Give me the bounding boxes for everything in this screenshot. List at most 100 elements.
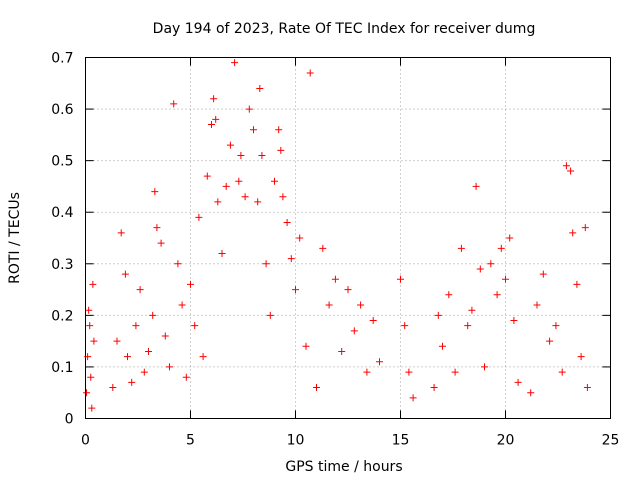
- data-point: [145, 347, 152, 355]
- data-point: [199, 353, 207, 361]
- data-point: [476, 265, 484, 273]
- data-point: [493, 291, 501, 299]
- x-axis: 0 5 10 15 20 25: [81, 57, 620, 449]
- x-tick-label: 15: [392, 433, 410, 449]
- data-point: [506, 234, 514, 242]
- data-point: [83, 389, 91, 397]
- data-point: [331, 275, 339, 283]
- data-point: [376, 358, 383, 366]
- data-point: [325, 301, 333, 309]
- data-point: [306, 69, 314, 77]
- data-point: [117, 229, 125, 237]
- x-tick-label: 25: [602, 433, 620, 449]
- y-tick-label: 0.3: [51, 257, 73, 273]
- data-point: [170, 100, 178, 108]
- data-point: [468, 306, 476, 314]
- y-tick-label: 0.2: [51, 308, 73, 324]
- y-tick-label: 0.4: [51, 205, 73, 221]
- data-point: [539, 270, 547, 278]
- data-point: [527, 389, 535, 397]
- y-tick-label: 0: [65, 412, 74, 428]
- data-point: [245, 105, 253, 113]
- data-point: [128, 378, 136, 386]
- data-point: [277, 146, 285, 154]
- data-point: [319, 244, 327, 252]
- data-point: [296, 234, 304, 242]
- data-point: [567, 167, 575, 175]
- data-point: [275, 126, 283, 134]
- y-tick-label: 0.1: [51, 360, 73, 376]
- data-point: [338, 347, 346, 355]
- data-point: [562, 162, 570, 170]
- data-point: [487, 260, 495, 268]
- data-point: [88, 404, 96, 412]
- x-tick-label: 5: [186, 433, 195, 449]
- data-point: [212, 115, 220, 123]
- data-point: [218, 249, 226, 257]
- data-point: [344, 286, 352, 294]
- data-point: [292, 286, 299, 294]
- data-point: [195, 213, 203, 221]
- data-point: [124, 353, 131, 361]
- data-point: [89, 280, 97, 288]
- plot-frame: [85, 57, 611, 419]
- data-point: [231, 59, 239, 67]
- data-point: [87, 373, 95, 381]
- data-point: [203, 172, 211, 180]
- data-point: [222, 182, 230, 190]
- data-point: [472, 182, 480, 190]
- data-points: [83, 59, 591, 412]
- data-point: [256, 84, 264, 92]
- data-point: [166, 363, 173, 371]
- data-point: [583, 384, 591, 392]
- data-point: [497, 244, 505, 252]
- data-point: [258, 151, 266, 159]
- data-point: [481, 363, 488, 371]
- data-point: [182, 373, 190, 381]
- data-point: [581, 224, 589, 232]
- data-point: [237, 151, 245, 159]
- data-point: [113, 337, 121, 345]
- x-tick-label: 20: [497, 433, 515, 449]
- y-tick-label: 0.5: [51, 154, 73, 170]
- data-point: [369, 317, 377, 325]
- data-point: [151, 188, 159, 196]
- data-point: [214, 198, 222, 206]
- data-point: [287, 255, 295, 263]
- data-point: [85, 306, 93, 314]
- data-point: [266, 311, 274, 319]
- data-point: [226, 141, 234, 149]
- data-point: [279, 193, 287, 201]
- data-point: [397, 275, 404, 283]
- data-point: [457, 244, 465, 252]
- data-point: [136, 286, 144, 294]
- data-point: [250, 126, 257, 134]
- data-point: [510, 317, 518, 325]
- data-point: [149, 311, 157, 319]
- data-point: [357, 301, 365, 309]
- data-point: [262, 260, 270, 268]
- data-point: [187, 280, 194, 288]
- data-point: [132, 322, 140, 330]
- data-point: [514, 378, 522, 386]
- data-point: [302, 342, 310, 350]
- data-point: [208, 121, 215, 129]
- data-point: [464, 322, 472, 330]
- data-point: [140, 368, 148, 376]
- data-point: [434, 311, 442, 319]
- data-point: [409, 394, 417, 402]
- data-point: [451, 368, 459, 376]
- y-tick-label: 0.6: [51, 102, 73, 118]
- data-point: [271, 177, 278, 185]
- data-point: [178, 301, 186, 309]
- data-point: [552, 322, 560, 330]
- data-point: [161, 332, 169, 340]
- data-point: [439, 342, 446, 350]
- data-point: [191, 322, 199, 330]
- data-point: [502, 275, 509, 283]
- data-point: [313, 384, 320, 392]
- data-point: [401, 322, 409, 330]
- x-tick-label: 10: [287, 433, 305, 449]
- data-point: [533, 301, 541, 309]
